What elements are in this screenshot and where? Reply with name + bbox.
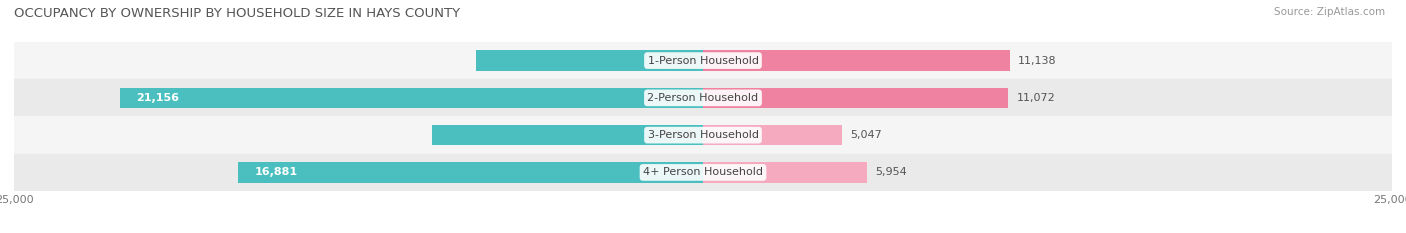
Bar [703,162,868,183]
Bar [14,79,1392,116]
Text: 21,156: 21,156 [136,93,180,103]
Text: 3-Person Household: 3-Person Household [648,130,758,140]
Text: 16,881: 16,881 [254,168,298,177]
Bar [703,125,842,145]
Bar [703,50,1010,71]
Bar [238,162,703,183]
Bar [14,42,1392,79]
Bar [120,88,703,108]
Text: 1-Person Household: 1-Person Household [648,56,758,65]
Text: 8,251: 8,251 [664,56,695,65]
Text: 5,954: 5,954 [876,168,907,177]
Text: 9,829: 9,829 [662,130,695,140]
Text: OCCUPANCY BY OWNERSHIP BY HOUSEHOLD SIZE IN HAYS COUNTY: OCCUPANCY BY OWNERSHIP BY HOUSEHOLD SIZE… [14,7,460,20]
Bar [14,116,1392,154]
Text: 11,072: 11,072 [1017,93,1054,103]
Bar [14,154,1392,191]
Bar [703,88,1008,108]
Text: Source: ZipAtlas.com: Source: ZipAtlas.com [1274,7,1385,17]
Text: 5,047: 5,047 [851,130,882,140]
Text: 11,138: 11,138 [1018,56,1057,65]
Bar [475,50,703,71]
Bar [432,125,703,145]
Text: 4+ Person Household: 4+ Person Household [643,168,763,177]
Text: 2-Person Household: 2-Person Household [647,93,759,103]
